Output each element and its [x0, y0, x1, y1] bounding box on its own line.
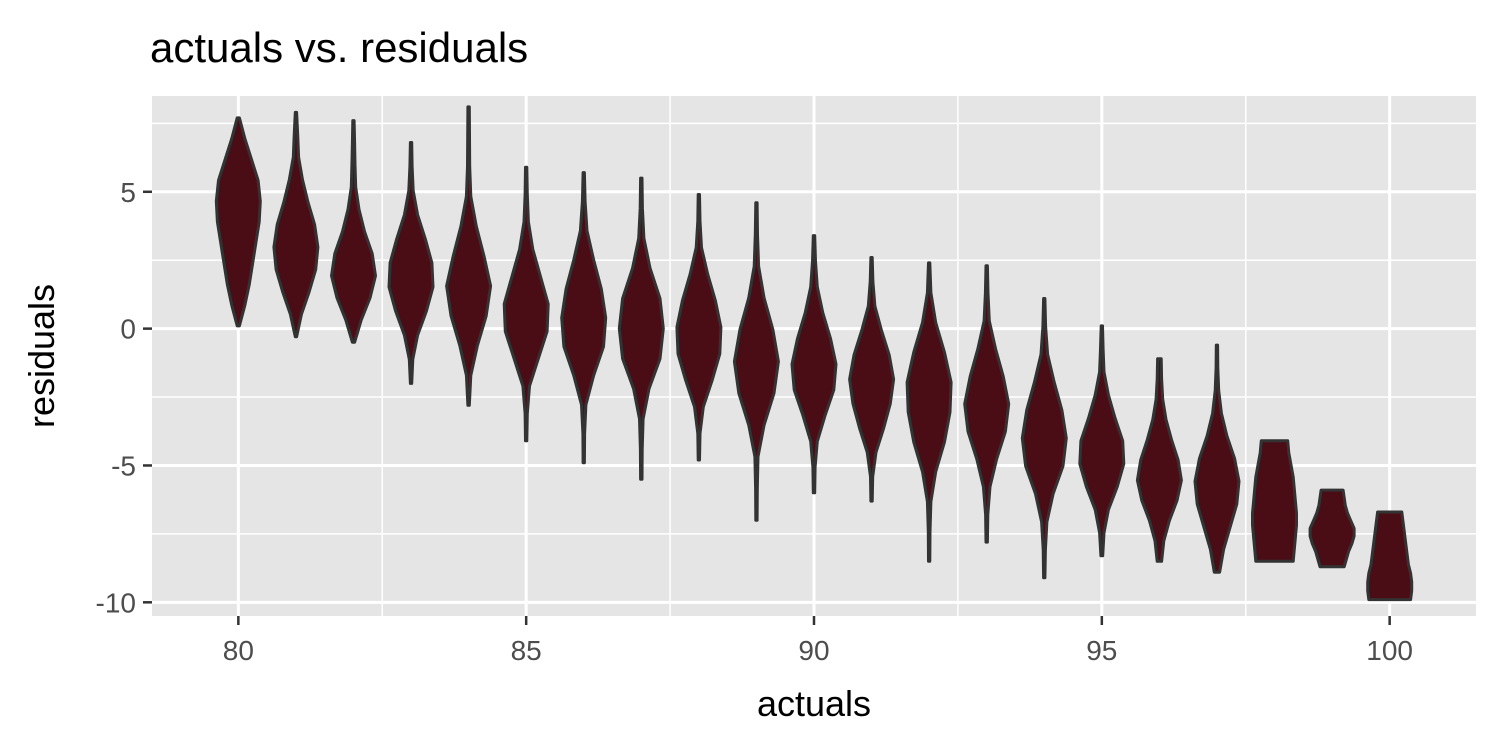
x-tick-label: 90 [798, 635, 829, 666]
x-tick-label: 100 [1366, 635, 1413, 666]
violin-84 [445, 105, 493, 407]
violin-86 [560, 171, 608, 465]
violin-81 [272, 110, 320, 339]
x-tick-label: 95 [1086, 635, 1117, 666]
violin-88 [675, 193, 723, 462]
violin-80 [214, 116, 262, 328]
violin-99 [1308, 488, 1356, 569]
y-tick-label: -5 [111, 450, 136, 481]
violin-83 [387, 141, 435, 385]
violin-95 [1078, 324, 1126, 558]
violin-93 [963, 264, 1011, 544]
y-tick-label: 5 [120, 177, 136, 208]
violin-97 [1193, 343, 1241, 574]
violin-92 [905, 261, 953, 563]
violin-94 [1020, 297, 1068, 580]
violin-98 [1251, 439, 1298, 563]
violin-91 [848, 256, 896, 503]
x-axis: 80 85 90 95 100 [223, 616, 1413, 666]
x-axis-title: actuals [757, 683, 871, 724]
y-tick-label: 0 [120, 314, 136, 345]
violins [214, 105, 1414, 602]
violin-87 [617, 176, 665, 481]
chart-title: actuals vs. residuals [150, 24, 528, 71]
violin-82 [330, 119, 377, 344]
y-tick-label: -10 [96, 587, 136, 618]
x-tick-label: 80 [223, 635, 254, 666]
x-tick-label: 85 [511, 635, 542, 666]
violin-100 [1366, 510, 1414, 602]
violin-90 [790, 234, 838, 495]
y-axis-title: residuals [21, 284, 62, 428]
violin-96 [1135, 357, 1183, 563]
violin-89 [732, 201, 780, 522]
violin-85 [502, 165, 550, 443]
y-axis: -10 -5 0 5 [96, 177, 152, 618]
